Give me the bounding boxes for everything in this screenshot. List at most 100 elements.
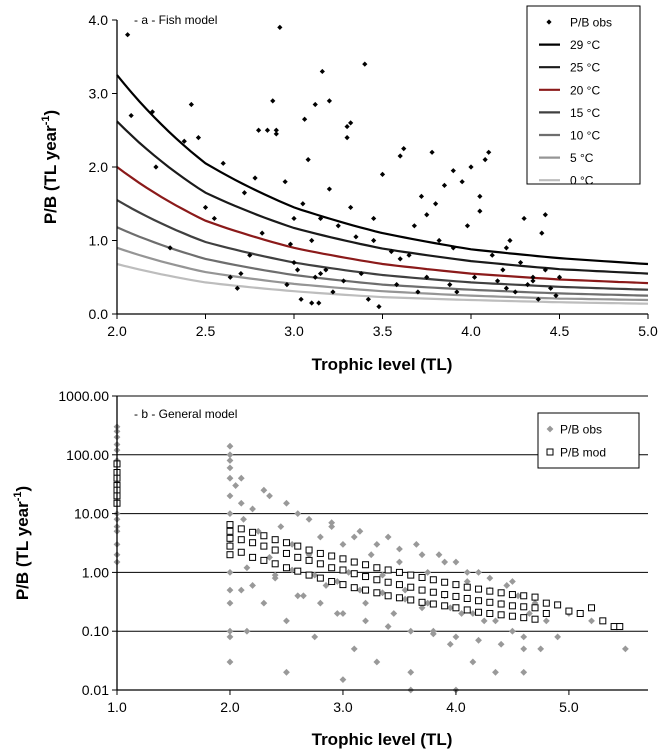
data-point-obs	[384, 533, 392, 541]
data-point-obs	[492, 617, 499, 625]
data-point	[542, 212, 548, 218]
data-point-obs	[588, 617, 595, 625]
data-point	[436, 237, 442, 244]
data-point-obs	[463, 578, 471, 585]
data-point-obs	[226, 492, 234, 500]
data-point-mod	[294, 542, 302, 550]
curve-0c	[116, 262, 649, 305]
data-point-mod	[305, 546, 313, 554]
data-point-obs	[350, 645, 358, 653]
data-point-obs	[509, 627, 516, 635]
legend-label: P/B obs	[560, 423, 602, 437]
data-point-mod	[384, 578, 392, 586]
y-tick-label: 0.10	[82, 623, 109, 639]
x-tick-label: 4.0	[446, 699, 466, 715]
data-point-mod	[249, 553, 257, 561]
data-point	[477, 208, 483, 214]
y-tick-label: 4.0	[89, 12, 109, 28]
x-axis-title: Trophic level (TL)	[312, 730, 453, 749]
data-point-obs	[283, 499, 290, 507]
data-point	[358, 270, 364, 277]
data-point-mod	[407, 571, 415, 579]
curve-25c	[116, 120, 649, 275]
data-point-obs	[424, 599, 432, 607]
data-point-mod	[339, 555, 347, 563]
data-point-obs	[226, 451, 234, 459]
data-point-obs	[463, 569, 471, 576]
legend-label: 20 °C	[570, 83, 600, 97]
data-point-obs	[441, 558, 449, 566]
x-tick-label: 1.0	[107, 699, 127, 715]
data-point-mod	[339, 566, 347, 574]
data-point-mod	[486, 609, 494, 617]
data-point-mod	[249, 539, 257, 547]
data-point	[406, 252, 412, 258]
data-point	[220, 160, 226, 166]
data-point-obs	[311, 571, 319, 579]
data-point	[530, 278, 536, 284]
data-point	[259, 230, 265, 236]
data-point	[376, 304, 382, 310]
data-point-obs	[537, 645, 545, 653]
data-point-obs	[475, 569, 482, 576]
y-tick-label: 1000.00	[58, 388, 109, 404]
data-point-obs	[316, 533, 324, 541]
data-point-mod	[531, 593, 539, 601]
data-point	[282, 179, 288, 185]
data-point-obs	[226, 474, 234, 482]
legend-box	[526, 5, 641, 185]
data-point	[291, 259, 297, 266]
data-point-obs	[401, 586, 409, 594]
x-tick-label: 5.0	[559, 699, 579, 715]
data-point-mod	[226, 527, 234, 535]
curve-10c	[116, 226, 649, 297]
data-point	[256, 127, 262, 133]
data-point	[202, 204, 209, 211]
data-point	[411, 223, 417, 229]
data-point-obs	[328, 523, 336, 531]
data-point	[287, 241, 294, 247]
data-point-mod	[294, 567, 302, 575]
data-point-obs	[226, 510, 234, 517]
data-point	[153, 164, 159, 170]
data-point-obs	[226, 599, 234, 607]
data-point	[149, 109, 155, 115]
data-point-obs	[446, 604, 454, 612]
data-point	[454, 289, 460, 295]
data-point-mod	[350, 584, 358, 592]
y-tick-label: 0.01	[82, 682, 109, 698]
data-point-obs	[237, 586, 245, 594]
data-point-mod	[418, 598, 426, 606]
data-point	[450, 168, 456, 174]
y-tick-label: 2.0	[89, 159, 109, 175]
legend-label: P/B mod	[560, 446, 606, 460]
data-point-mod	[237, 525, 245, 533]
data-point-mod	[475, 597, 483, 605]
data-point-obs	[373, 540, 381, 548]
data-point-mod	[395, 581, 403, 589]
data-point-obs	[226, 658, 234, 666]
data-point-obs	[243, 627, 251, 635]
data-point-obs	[407, 627, 415, 635]
data-point	[424, 274, 430, 280]
data-point	[291, 215, 297, 222]
data-point-obs	[525, 610, 533, 617]
y-axis-title: P/B (TL year-1)	[40, 110, 60, 224]
data-point	[371, 237, 377, 244]
data-point-mod	[588, 604, 596, 612]
data-point	[309, 300, 315, 306]
data-point-obs	[237, 474, 245, 482]
data-point	[429, 149, 435, 155]
data-point-mod	[452, 604, 460, 612]
data-point-mod	[531, 604, 539, 612]
data-point-obs	[412, 540, 420, 548]
data-point	[312, 101, 318, 108]
x-tick-label: 3.0	[284, 323, 304, 339]
data-point	[227, 274, 233, 280]
data-point-mod	[486, 598, 494, 606]
data-point	[195, 135, 202, 141]
data-point-mod	[407, 596, 415, 604]
data-point-mod	[429, 588, 437, 596]
data-point-obs	[333, 578, 341, 585]
data-point-mod	[441, 578, 449, 586]
